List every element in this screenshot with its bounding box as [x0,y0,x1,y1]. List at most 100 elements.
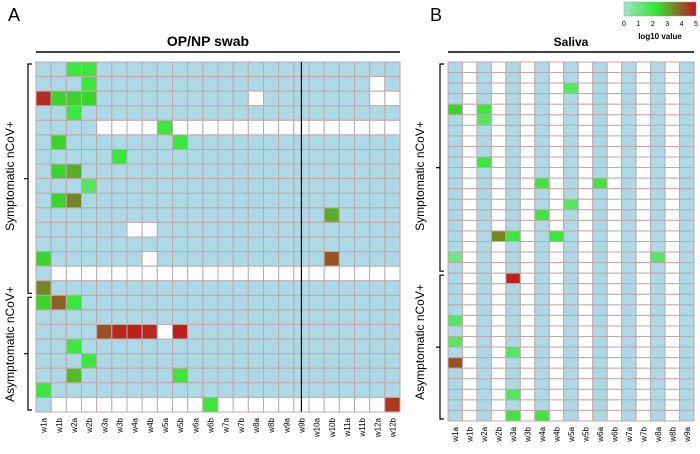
heatmap-cell [187,163,204,180]
heatmap-cell [476,367,492,380]
heatmap-cell [621,103,637,116]
heatmap-cell [534,114,550,126]
heatmap-cell [369,207,386,223]
heatmap-cell [490,230,507,243]
heatmap-cell [141,265,158,282]
heatmap-cell [447,388,463,401]
heatmap-cell [592,72,608,84]
heatmap-cell [369,192,386,209]
heatmap-cell [338,382,355,398]
heatmap-cell [156,367,174,384]
heatmap-cell [563,378,579,390]
heatmap-cell [548,177,565,190]
heatmap-cell [384,382,401,398]
heatmap-cell [50,149,67,165]
heatmap-cell [126,192,143,209]
heatmap-cell [635,378,652,390]
heatmap-cell [621,177,637,190]
heatmap-cell [126,294,143,311]
heatmap-cell [232,61,249,78]
heatmap-cell [308,163,325,180]
heatmap-cell [338,324,355,340]
heatmap-cell [505,198,521,211]
heatmap-cell [650,209,666,221]
heatmap-cell [577,209,594,221]
heatmap-cell [606,251,623,264]
heatmap-cell [563,262,579,274]
heatmap-cell [548,262,565,274]
heatmap-cell [621,325,637,338]
heatmap-cell [96,338,113,355]
heatmap-cell [232,324,249,340]
heatmap-cell [563,388,579,401]
heatmap-cell [156,163,174,180]
heatmap-cell [664,367,681,380]
heatmap-cell [621,72,637,84]
heatmap-cell [461,251,478,264]
heatmap-cell [202,119,219,136]
heatmap-cell [490,177,507,190]
heatmap-cell [65,382,83,398]
heatmap-cell [447,304,463,316]
heatmap-cell [534,357,550,369]
heatmap-cell [384,265,401,282]
heatmap-cell [447,219,463,232]
heatmap-cell [679,156,695,169]
heatmap-cell [263,192,280,209]
heatmap-cell [126,61,143,78]
heatmap-cell [263,178,280,194]
heatmap-cell [548,357,565,369]
column-label: w12b [388,417,397,438]
heatmap-cell [278,178,295,194]
heatmap-cell [679,219,695,232]
heatmap-cell [635,177,652,190]
heatmap-cell [650,336,666,348]
heatmap-cell [621,93,637,105]
heatmap-cell [621,82,637,95]
heatmap-cell [635,336,652,348]
column-label: w7a [222,417,231,433]
heatmap-cell [679,346,695,359]
heatmap-cell [606,367,623,380]
heatmap-cell [308,265,325,282]
heatmap-cell [679,93,695,105]
heatmap-cell [354,251,371,267]
heatmap-cell [476,188,492,200]
heatmap-cell [505,293,521,306]
heatmap-cell [679,399,695,411]
heatmap-cell [461,304,478,316]
heatmap-cell [156,134,174,150]
heatmap-cell [635,114,652,126]
heatmap-cell [308,251,325,267]
heatmap-cell [156,61,174,78]
heatmap-cell [592,93,608,105]
heatmap-cell [81,134,98,150]
heatmap-cell [187,324,204,340]
heatmap-cell [664,93,681,105]
column-label: w9a [683,426,692,442]
heatmap-cell [577,167,594,179]
heatmap-cell [534,230,550,243]
heatmap-cell [577,114,594,126]
heatmap-cell [354,119,371,136]
heatmap-cell [606,388,623,401]
heatmap-cell [505,135,521,147]
heatmap-cell [278,309,295,326]
heatmap-cell [548,114,565,126]
heatmap-cell [323,294,340,311]
heatmap-cell [202,192,219,209]
heatmap-cell [308,309,325,326]
column-label: w1a [451,426,460,442]
heatmap-cell [384,61,401,78]
heatmap-cell [664,219,681,232]
heatmap-cell [534,198,550,211]
heatmap-cell [96,192,113,209]
heatmap-cell [635,188,652,200]
heatmap-cell [490,124,507,137]
heatmap-cell [308,353,325,369]
heatmap-cell [202,236,219,253]
heatmap-cell [563,72,579,84]
heatmap-cell [606,72,623,84]
heatmap-cell [650,177,666,190]
heatmap-cell [519,103,536,116]
